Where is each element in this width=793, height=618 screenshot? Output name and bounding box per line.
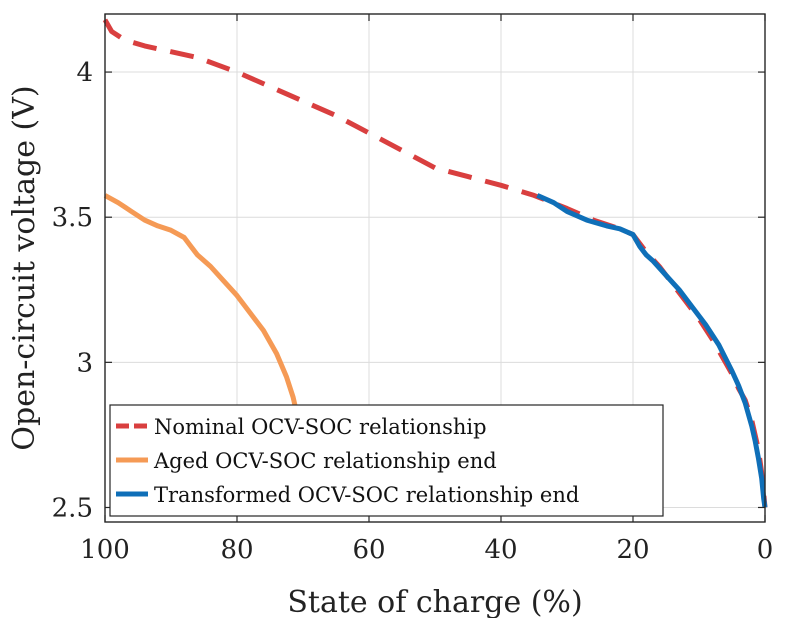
plot-frame (104, 13, 766, 523)
y-tick-label: 3 (76, 348, 93, 378)
legend-label-nominal: Nominal OCV-SOC relationship (154, 415, 487, 439)
y-tick-label: 3.5 (52, 203, 93, 233)
x-tick-label: 40 (484, 535, 517, 565)
x-tick-label: 0 (757, 535, 774, 565)
series-layer (102, 18, 768, 508)
x-tick-label: 100 (80, 535, 130, 565)
legend-label-aged: Aged OCV-SOC relationship end (153, 449, 497, 473)
aged-ocv-line (103, 193, 303, 427)
x-axis-title: State of charge (%) (287, 585, 582, 618)
y-tick-label: 4 (76, 58, 93, 88)
y-axis-title: Open-circuit voltage (V) (7, 85, 42, 450)
x-tick-label: 20 (616, 535, 649, 565)
y-tick-label: 2.5 (52, 493, 93, 523)
transformed-ocv-line (536, 193, 768, 508)
legend-label-transformed: Transformed OCV-SOC relationship end (154, 483, 579, 507)
x-tick-label: 60 (352, 535, 385, 565)
legend: Nominal OCV-SOC relationship Aged OCV-SO… (109, 404, 664, 517)
x-tick-label: 80 (220, 535, 253, 565)
tick-layer: 100 80 60 40 20 0 2.5 3 3.5 4 (52, 14, 774, 565)
legend-box (109, 404, 664, 517)
